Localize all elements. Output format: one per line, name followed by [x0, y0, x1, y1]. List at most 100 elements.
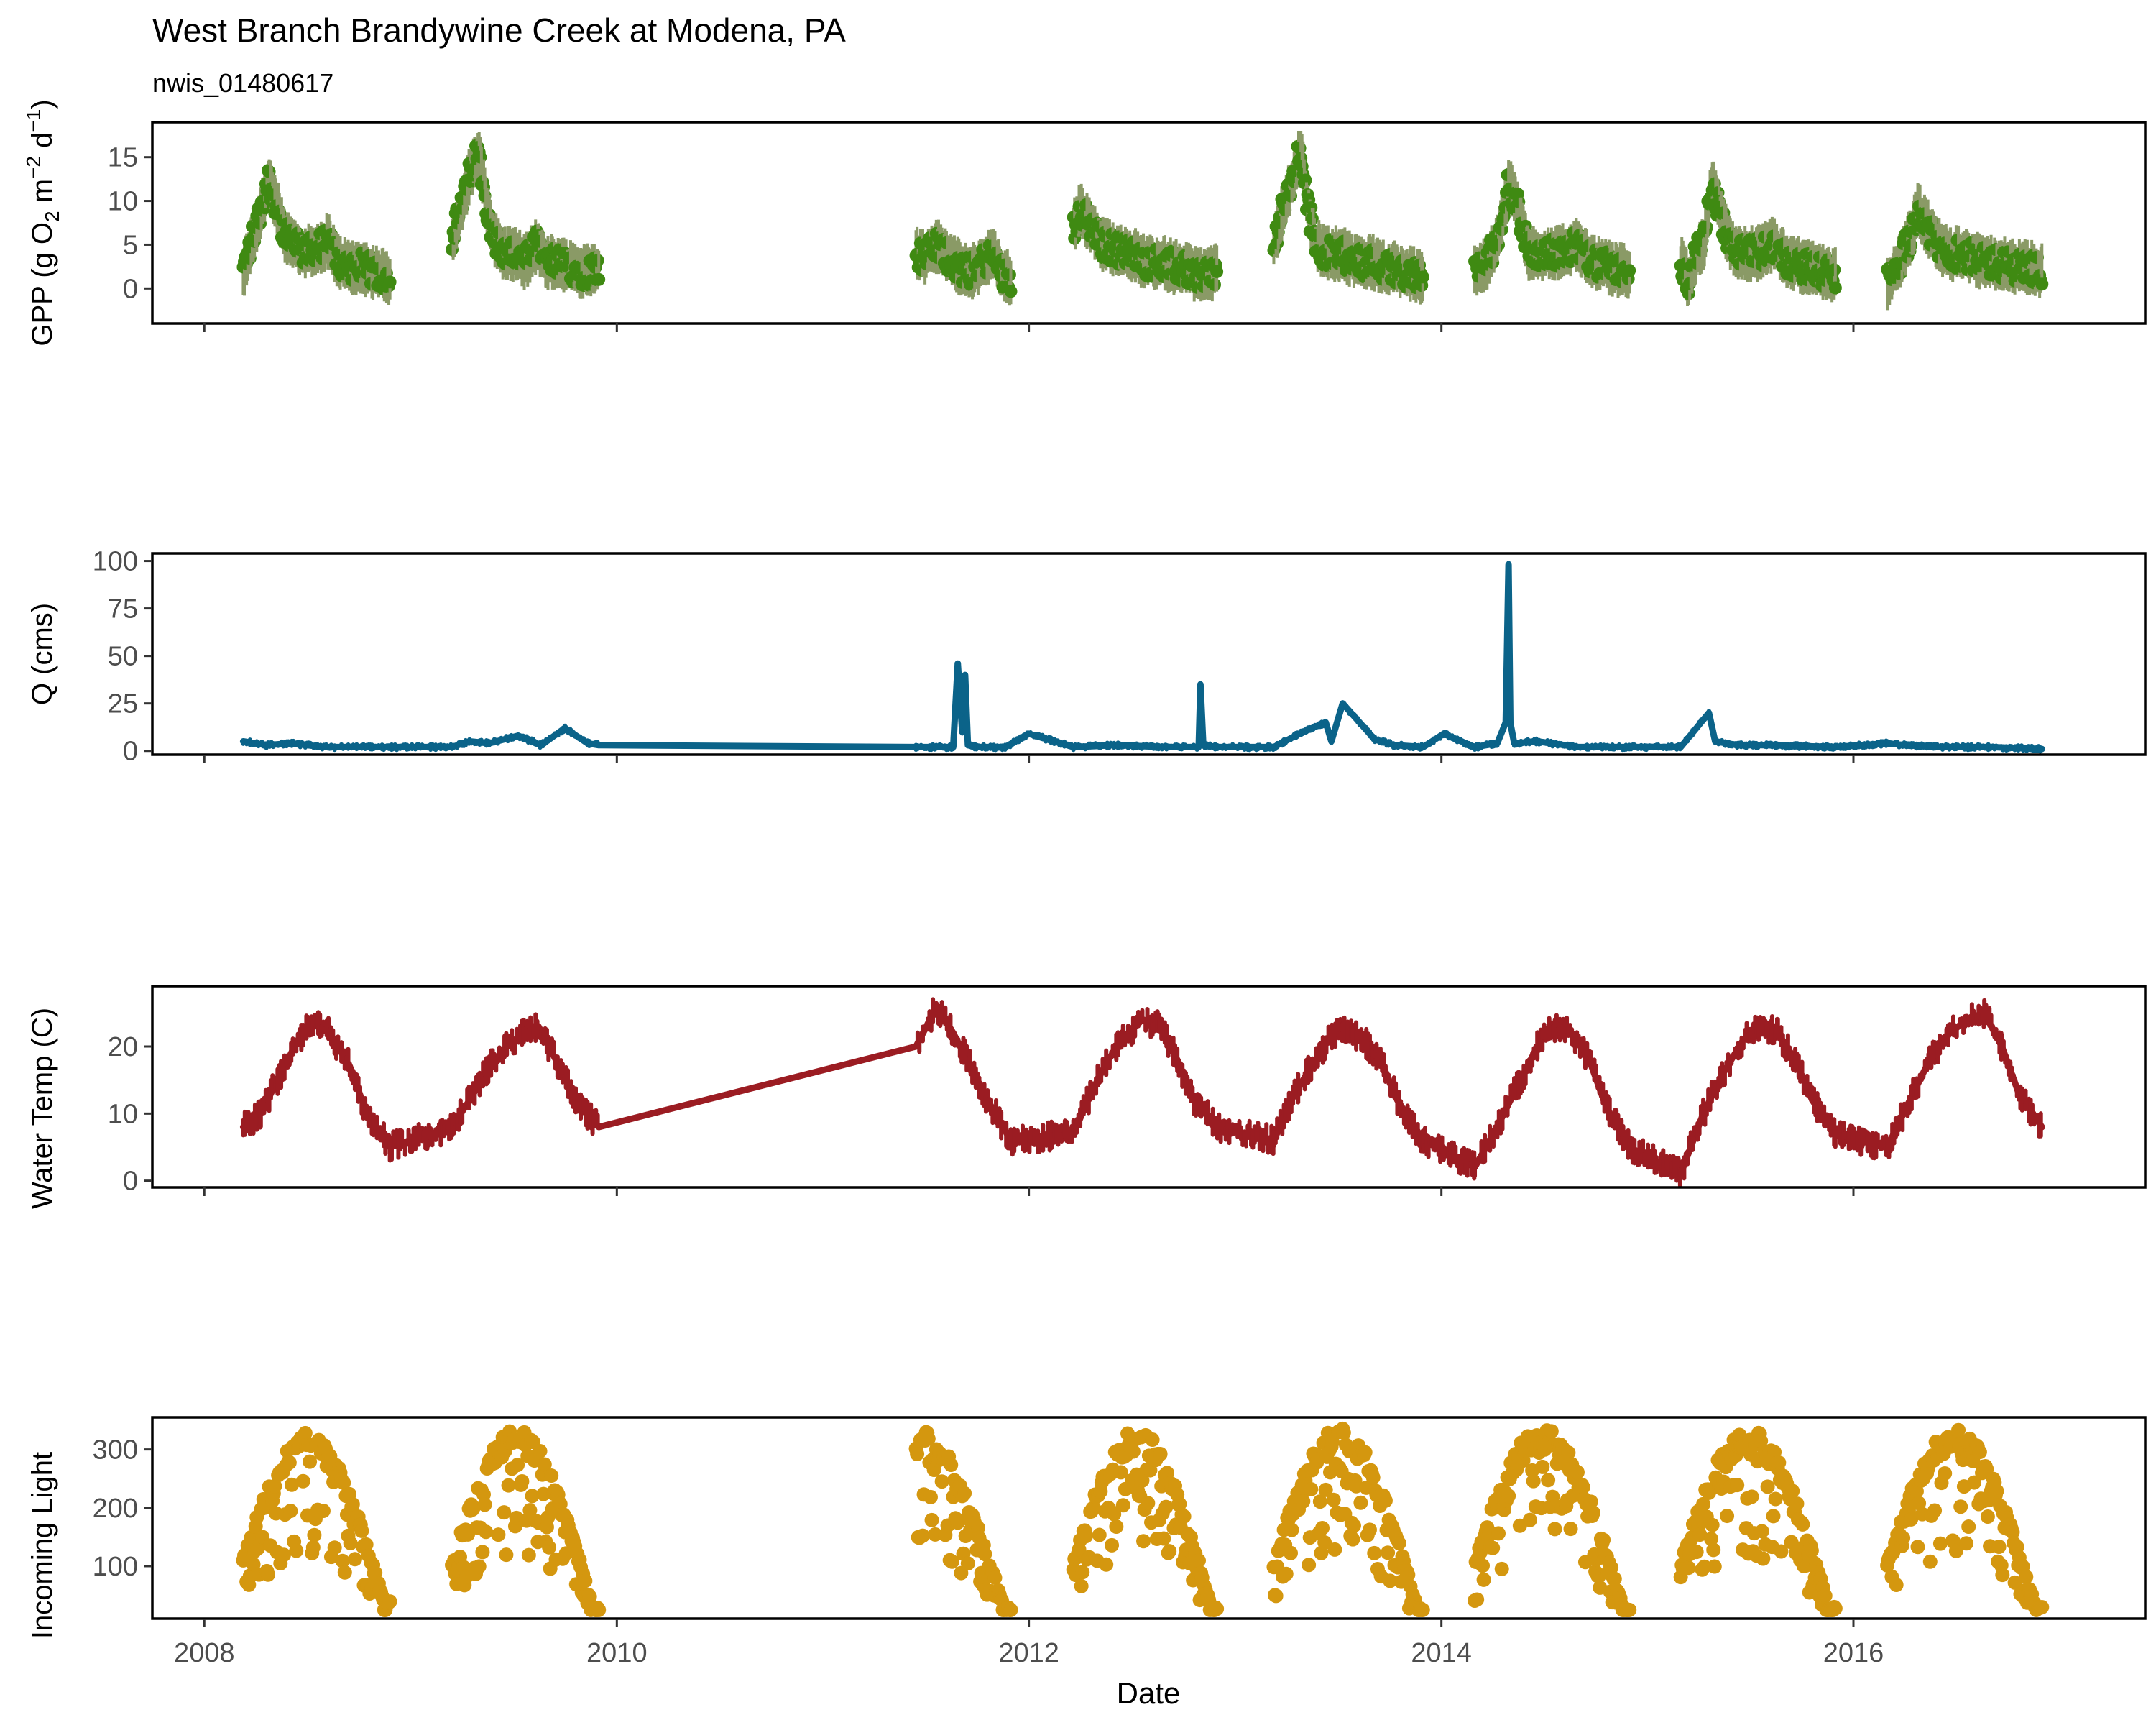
- data-point: [1153, 1447, 1168, 1462]
- data-point: [1299, 173, 1312, 187]
- panel-gpp: 0 5 10 15 GPP (g O2 m−2 d−1): [22, 99, 2147, 346]
- data-point: [1279, 1566, 1294, 1581]
- data-point: [479, 1524, 494, 1540]
- panel-water-temp-frame: [151, 985, 2147, 1189]
- data-point: [977, 1547, 992, 1562]
- data-point: [1526, 1473, 1541, 1489]
- data-point: [1768, 1491, 1783, 1506]
- data-point: [471, 1559, 487, 1574]
- data-point: [1135, 1473, 1150, 1488]
- data-point: [1367, 1545, 1382, 1560]
- data-point: [1192, 1553, 1207, 1568]
- discharge-x-ticks: [203, 755, 1855, 763]
- data-point: [1692, 1527, 1708, 1542]
- data-point: [510, 1458, 525, 1473]
- data-point: [1889, 1578, 1904, 1593]
- data-point: [475, 1545, 490, 1560]
- data-point: [1176, 1509, 1192, 1524]
- data-point: [382, 1594, 397, 1609]
- data-point: [1720, 1509, 1735, 1524]
- data-point: [515, 1474, 530, 1489]
- gpp-y-axis-label: GPP (g O2 m−2 d−1): [22, 99, 63, 346]
- data-point: [1785, 1484, 1800, 1499]
- data-point: [1145, 1432, 1160, 1448]
- data-point: [1760, 1479, 1775, 1494]
- data-point: [1953, 1499, 1968, 1514]
- data-point: [260, 1567, 275, 1582]
- data-point: [934, 1474, 949, 1489]
- y-tick-label: 25: [108, 689, 138, 719]
- data-point: [928, 1527, 943, 1542]
- water-temp-y-axis-label: Water Temp (C): [27, 1008, 58, 1209]
- data-point: [1972, 1445, 1987, 1460]
- data-point: [1705, 1517, 1720, 1532]
- data-point: [383, 275, 397, 289]
- data-point: [337, 1565, 352, 1580]
- incoming-light-marks: [236, 1421, 2050, 1617]
- data-point: [1475, 1558, 1491, 1573]
- data-point: [1622, 1602, 1637, 1617]
- data-point: [1681, 1560, 1696, 1576]
- data-point: [544, 1468, 559, 1484]
- data-point: [335, 1553, 350, 1568]
- data-point: [1951, 1422, 1966, 1438]
- data-point: [501, 1478, 516, 1493]
- data-point: [1141, 1496, 1156, 1511]
- data-point: [1346, 1518, 1361, 1533]
- data-point: [1109, 1519, 1124, 1534]
- y-tick-label: 0: [123, 274, 138, 304]
- data-point: [1535, 1459, 1550, 1474]
- gpp-label-sub: 2: [41, 211, 63, 222]
- data-point: [960, 1556, 975, 1571]
- data-point: [1327, 1542, 1342, 1557]
- data-point: [1563, 1522, 1578, 1537]
- data-point: [592, 272, 606, 286]
- data-point: [1099, 1557, 1114, 1572]
- data-point: [282, 1455, 297, 1470]
- data-point: [1004, 285, 1018, 298]
- data-point: [536, 1486, 551, 1501]
- data-point: [1707, 1559, 1722, 1574]
- gpp-label-part: m: [27, 179, 58, 211]
- data-point: [1336, 1425, 1351, 1440]
- data-point: [1541, 1473, 1556, 1488]
- data-point: [1967, 1475, 1982, 1490]
- data-point: [1754, 1433, 1769, 1448]
- data-point: [2005, 1524, 2020, 1540]
- data-point: [267, 1478, 282, 1494]
- data-point: [491, 1527, 506, 1542]
- data-point: [1136, 1534, 1151, 1549]
- data-point: [1704, 1532, 1719, 1547]
- data-point: [1391, 1536, 1406, 1551]
- data-point: [1210, 264, 1224, 278]
- data-point: [924, 1512, 939, 1527]
- y-tick-label: 0: [123, 1167, 138, 1197]
- data-point: [1696, 1496, 1711, 1512]
- data-point: [466, 1500, 481, 1515]
- data-point: [1522, 1512, 1537, 1527]
- data-point: [1804, 1543, 1819, 1558]
- data-point: [957, 1486, 972, 1501]
- data-point: [1706, 1542, 1721, 1558]
- data-point: [327, 1540, 342, 1555]
- data-point: [298, 1425, 313, 1440]
- data-point: [1607, 1571, 1622, 1586]
- data-point: [303, 1454, 318, 1469]
- x-axis-tick-labels: 2008 2010 2012 2014 2016: [174, 1638, 1884, 1668]
- y-tick-label: 15: [108, 143, 138, 173]
- gpp-marks: [236, 130, 2049, 310]
- data-point: [1304, 1481, 1319, 1496]
- data-point: [1105, 1537, 1120, 1552]
- gpp-x-ticks: [203, 323, 1855, 332]
- data-point: [283, 1504, 298, 1519]
- data-point: [1744, 1489, 1759, 1504]
- data-point: [1730, 1478, 1745, 1493]
- data-point: [1789, 1496, 1805, 1512]
- data-point: [578, 1573, 593, 1588]
- data-point: [525, 1489, 540, 1504]
- data-point: [2035, 1600, 2050, 1615]
- data-point: [1210, 1601, 1225, 1616]
- data-point: [1932, 1536, 1948, 1551]
- gpp-label-part: GPP (g O: [27, 222, 58, 346]
- data-point: [1575, 1480, 1590, 1495]
